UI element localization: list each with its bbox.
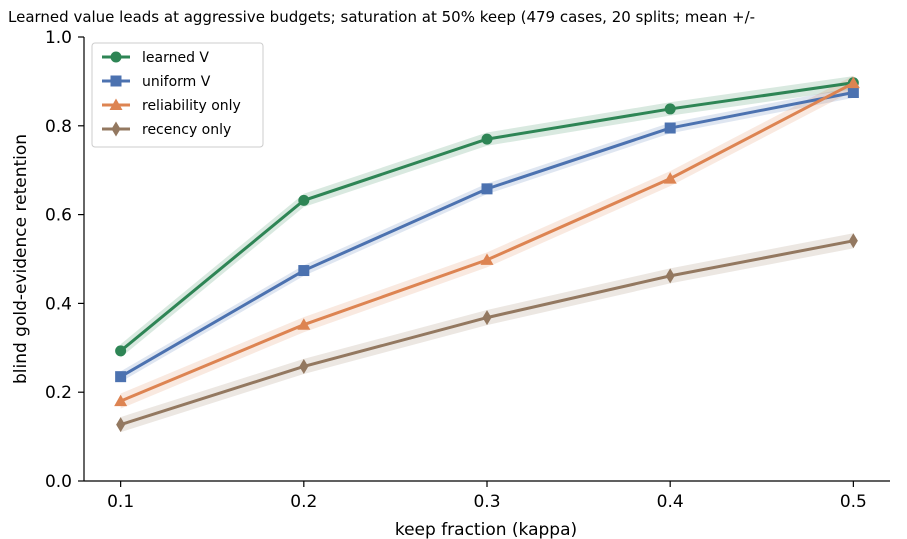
- data-point: [663, 172, 677, 184]
- x-tick-label: 0.2: [290, 492, 317, 512]
- data-point: [664, 103, 676, 115]
- y-tick-label: 0.2: [45, 383, 72, 403]
- x-tick-label: 0.1: [107, 492, 134, 512]
- legend-label: uniform V: [142, 74, 211, 90]
- legend-label: learned V: [142, 50, 209, 66]
- data-point: [297, 318, 311, 330]
- data-point: [847, 87, 859, 98]
- data-point: [848, 233, 858, 249]
- y-tick-label: 0.6: [45, 206, 72, 226]
- y-tick-label: 1.0: [45, 28, 72, 48]
- data-point: [298, 194, 310, 206]
- data-point: [664, 122, 676, 134]
- legend-marker: [111, 121, 121, 137]
- data-point: [481, 133, 493, 145]
- data-point: [665, 268, 675, 284]
- data-point: [481, 183, 493, 195]
- data-point: [846, 76, 860, 89]
- y-tick-label: 0.4: [45, 294, 72, 314]
- legend-label: recency only: [142, 122, 231, 138]
- data-point: [115, 345, 127, 357]
- x-tick-label: 0.4: [657, 492, 684, 512]
- data-point: [114, 394, 128, 407]
- x-axis-label: keep fraction (kappa): [395, 520, 577, 539]
- data-point: [482, 310, 492, 326]
- legend-marker: [109, 98, 123, 110]
- legend-label: reliability only: [142, 98, 241, 114]
- x-tick-label: 0.5: [840, 492, 867, 512]
- data-point: [299, 358, 309, 374]
- data-point: [115, 371, 127, 383]
- legend-marker: [110, 51, 122, 63]
- data-point: [116, 417, 126, 433]
- y-tick-label: 0.8: [45, 117, 72, 137]
- y-axis-label: blind gold-evidence retention: [11, 134, 31, 384]
- y-tick-label: 0.0: [45, 472, 72, 492]
- legend-box: [91, 42, 264, 148]
- data-point: [298, 265, 310, 277]
- chart-title: Learned value leads at aggressive budget…: [8, 8, 755, 26]
- data-point: [480, 253, 494, 265]
- plot-area: 0.0 0.2 0.4 0.6 0.8 1.0 0.1 0.2 0.3 0.4 0.5 learned…: [45, 28, 890, 512]
- legend-marker: [110, 75, 122, 87]
- x-tick-label: 0.3: [473, 492, 500, 512]
